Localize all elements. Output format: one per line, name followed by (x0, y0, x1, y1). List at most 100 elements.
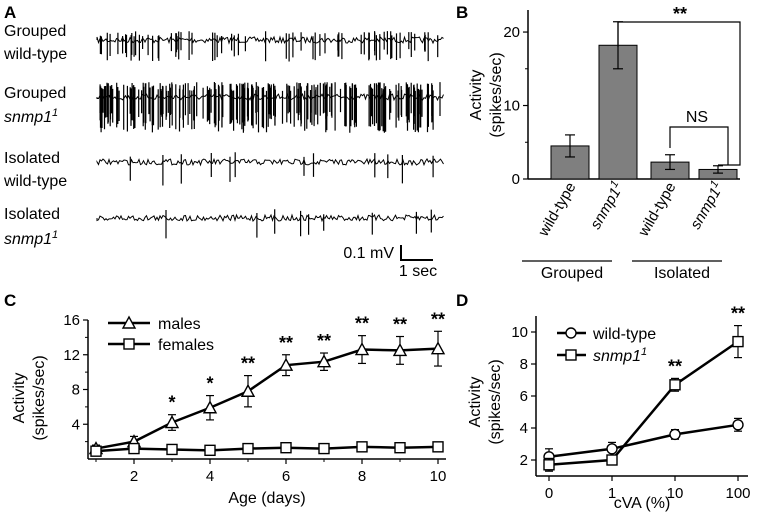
significance-label: ** (668, 356, 682, 376)
group-label: Isolated (654, 265, 710, 282)
data-point-circle (732, 419, 744, 431)
y-axis-label-units: (spikes/sec) (487, 359, 504, 444)
data-point-triangle (121, 315, 137, 329)
comparison-bracket (669, 126, 729, 165)
y-tick-label: 12 (63, 347, 80, 364)
data-point-square (432, 441, 444, 453)
panel-c: C 4 8 12 16 2 4 6 8 10 Age (days) Activity (spikes/… (4, 291, 446, 507)
legend-label: wild-type (592, 326, 656, 343)
data-point-square (123, 338, 135, 350)
significance-label: ** (355, 314, 369, 334)
data-point-square (280, 442, 292, 454)
y-axis-label-units: (spikes/sec) (31, 355, 48, 440)
data-point-square (606, 454, 618, 466)
data-point-square (732, 335, 744, 348)
legend-label: females (158, 337, 214, 354)
scale-bar-lines (400, 245, 433, 261)
trace-spikes (99, 31, 439, 62)
significance-label: ** (393, 315, 407, 335)
y-tick-label: 10 (503, 98, 520, 115)
scale-bar: 0.1 mV 1 sec (343, 245, 437, 280)
trace-baseline (96, 213, 444, 223)
panel-a-label: A (4, 3, 16, 22)
data-point-triangle (202, 400, 218, 414)
significance-label: * (206, 374, 213, 394)
x-axis-label: cVA (%) (614, 495, 671, 512)
y-tick-label: 4 (520, 420, 528, 437)
scale-bar-voltage: 0.1 mV (343, 245, 394, 262)
y-tick-label: 4 (72, 416, 80, 433)
spike-traces (96, 31, 444, 239)
x-tick-label: 100 (725, 485, 750, 502)
data-point-circle (565, 327, 577, 339)
data-point-square (394, 442, 406, 454)
data-point-circle (606, 443, 618, 455)
x-tick-label: 2 (130, 468, 138, 485)
y-axis-label: Activity (11, 373, 28, 424)
x-tick-label: 0 (545, 485, 553, 502)
data-point-triangle (316, 354, 332, 368)
trace-spikes (129, 152, 434, 186)
data-point-triangle (392, 342, 408, 357)
y-tick-label: 8 (520, 356, 528, 373)
y-tick-label: 0 (512, 171, 520, 188)
x-tick-label: 6 (282, 468, 290, 485)
y-tick-label: 16 (63, 312, 80, 329)
trace-label-line1: Isolated (4, 150, 60, 167)
series-line (548, 340, 739, 467)
significance-label: ** (317, 331, 331, 351)
comparison-bracket (617, 21, 741, 166)
trace-label-line1: Grouped (4, 23, 66, 40)
x-tick-label: 8 (358, 468, 366, 485)
trace-label-line2: wild-type (3, 173, 67, 190)
scale-bar-time: 1 sec (399, 263, 437, 280)
y-axis-label: Activity (467, 377, 484, 428)
data-point-square (242, 442, 254, 455)
data-point-triangle (430, 341, 446, 355)
y-tick-label: 6 (520, 388, 528, 405)
data-point-triangle (164, 415, 180, 429)
data-point-triangle (354, 342, 370, 356)
significance-label: ** (731, 304, 745, 324)
data-point-square (356, 441, 368, 453)
data-point-circle (669, 428, 681, 441)
category-label: wild-type (535, 180, 580, 241)
x-tick-label: 10 (667, 485, 684, 502)
y-tick-label: 20 (503, 24, 520, 41)
panel-b-label: B (456, 3, 468, 22)
panel-d-label: D (456, 291, 468, 310)
significance-label: ** (279, 333, 293, 353)
data-point-square (90, 445, 102, 457)
trace-labels: Grouped wild-type Grouped snmp11 Isolated wil… (3, 23, 67, 248)
trace-label-line2: wild-type (3, 46, 67, 63)
data-point-square (318, 442, 330, 455)
trace-spikes (165, 209, 432, 239)
trace-label-line2: snmp11 (4, 107, 58, 126)
series-line (548, 423, 739, 459)
category-label: snmp11 (585, 179, 627, 233)
y-axis-label-units: (spikes/sec) (488, 52, 505, 137)
data-point-square (669, 379, 681, 391)
data-point-square (166, 443, 178, 456)
data-point-square (565, 349, 577, 361)
series-line (95, 347, 439, 450)
significance-label: ** (431, 309, 445, 329)
y-tick-label: 10 (511, 324, 528, 341)
data-point-square (543, 459, 555, 471)
x-tick-label: 1 (608, 485, 616, 502)
x-tick-label: 10 (430, 468, 447, 485)
significance-label: NS (686, 109, 708, 126)
trace-baseline (96, 35, 444, 45)
trace-spikes (99, 82, 441, 133)
y-tick-label: 2 (520, 452, 528, 469)
legend-label: males (158, 316, 201, 333)
significance-label: ** (241, 354, 255, 374)
category-label: wild-type (635, 180, 680, 241)
y-tick-label: 8 (72, 382, 80, 399)
group-label: Grouped (541, 265, 603, 282)
panel-c-label: C (4, 291, 16, 310)
trace-label-line1: Isolated (4, 206, 60, 223)
panel-a: A Grouped wild-type Grouped snmp11 Isolated w… (3, 3, 444, 280)
